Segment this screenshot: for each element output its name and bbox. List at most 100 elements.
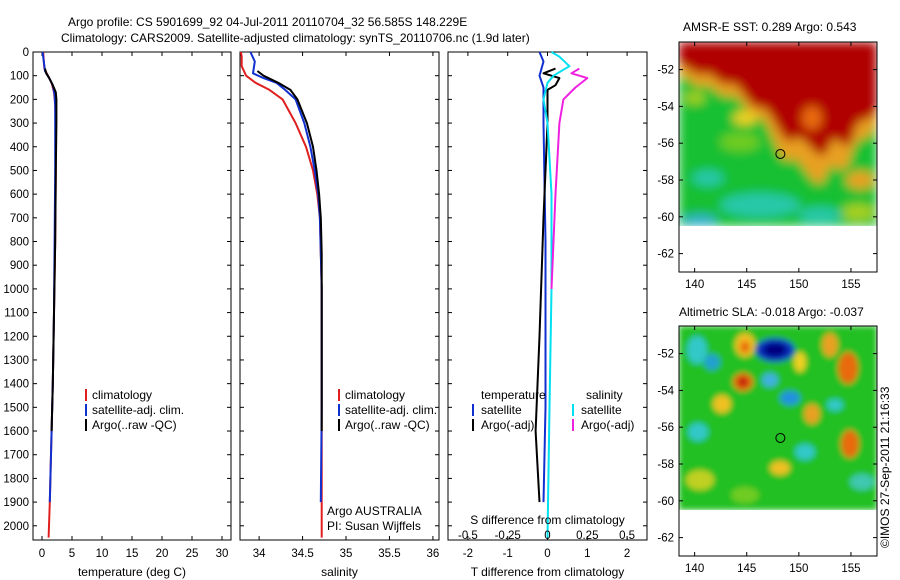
y-tick-label: 0 xyxy=(23,47,29,59)
x-tick-label: 25 xyxy=(186,548,199,560)
series-line-climatology xyxy=(239,51,323,538)
y-tick-label: 1300 xyxy=(3,355,29,367)
x-tick-label: 145 xyxy=(737,563,756,575)
legend-heading: salinity xyxy=(586,388,623,402)
y-tick-label: -54 xyxy=(657,385,674,397)
x-tick-label: 34.5 xyxy=(291,548,313,560)
legend-swatch xyxy=(338,419,340,431)
legend-swatch xyxy=(572,404,574,416)
legend-swatch xyxy=(472,404,474,416)
y-tick-label: 1200 xyxy=(3,331,29,343)
x-tick-label-secondary: -0.5 xyxy=(458,530,478,542)
sla-map-axes: 140 145 150 155 -52 -54 -56 -58 -60 -62 xyxy=(657,325,878,575)
figure-title-line1: Argo profile: CS 5901699_92 04-Jul-2011 … xyxy=(68,15,467,29)
x-tick-label-secondary: 0.5 xyxy=(619,530,635,542)
y-tick-label: 200 xyxy=(10,94,29,106)
y-tick-label: 2000 xyxy=(3,521,29,533)
x-tick-label: 15 xyxy=(126,548,139,560)
legend-swatch xyxy=(85,389,87,401)
legend-swatch xyxy=(338,404,340,416)
x-tick-label: 145 xyxy=(737,279,756,291)
argo-float-marker xyxy=(775,148,786,159)
sla-map-title: Altimetric SLA: -0.018 Argo: -0.037 xyxy=(679,305,864,319)
legend-label: Argo(..raw -QC) xyxy=(92,418,177,432)
y-tick-label: 700 xyxy=(10,213,29,225)
sla-map xyxy=(679,326,877,556)
legend-label: Argo(-adj) xyxy=(481,418,534,432)
y-tick-label: -62 xyxy=(657,533,674,545)
y-tick-label: -60 xyxy=(657,496,674,508)
series-line-satellite-adj-clim- xyxy=(41,51,57,503)
x-axis-label: salinity xyxy=(321,565,358,579)
legend-swatch xyxy=(572,419,574,431)
y-tick-label: -60 xyxy=(657,212,674,224)
x-tick-label: 35.5 xyxy=(378,548,400,560)
series-line-salinity-argo-adj- xyxy=(550,67,589,289)
series-line-temperature-argo-adj- xyxy=(534,67,561,503)
series-line-argo-raw-qc- xyxy=(44,68,58,432)
legend-label: Argo(-adj) xyxy=(581,418,634,432)
x-tick-label: 5 xyxy=(69,548,75,560)
sst-map-frame xyxy=(678,41,878,273)
legend-label: satellite xyxy=(581,403,622,417)
x-tick-label: 36 xyxy=(427,548,440,560)
legend-label: satellite-adj. clim. xyxy=(345,403,437,417)
sst-map xyxy=(679,42,877,272)
legend-label: Argo(..raw -QC) xyxy=(345,418,430,432)
x-tick-label: 34 xyxy=(253,548,266,560)
y-tick-label: -58 xyxy=(657,175,674,187)
x-tick-label-secondary: 0 xyxy=(544,530,550,542)
y-tick-label: -62 xyxy=(657,249,674,261)
legend-label: climatology xyxy=(345,388,405,402)
legend-label: satellite xyxy=(481,403,522,417)
salinity-profile-plot: 34 34.5 35 35.5 36 salinity climatologysatelli… xyxy=(239,51,440,579)
sst-map-title: AMSR-E SST: 0.289 Argo: 0.543 xyxy=(683,20,857,34)
x-tick-label: -2 xyxy=(463,548,473,560)
y-tick-label: 1400 xyxy=(3,379,29,391)
y-tick-label: 100 xyxy=(10,71,29,83)
x-tick-label: 140 xyxy=(685,279,704,291)
sst-map-axes: 140 145 150 155 -52 -54 -56 -58 -60 -62 xyxy=(657,41,878,291)
y-tick-label: 1800 xyxy=(3,473,29,485)
sst-heatmap-image xyxy=(679,42,877,226)
y-tick-label: 400 xyxy=(10,142,29,154)
x-tick-label: 10 xyxy=(96,548,109,560)
y-tick-label: -52 xyxy=(657,65,674,77)
temperature-plot-frame xyxy=(32,51,232,541)
y-tick-label: 800 xyxy=(10,237,29,249)
series-line-satellite-adj-clim- xyxy=(249,51,323,503)
legend-label: satellite-adj. clim. xyxy=(92,403,184,417)
x-tick-label: -1 xyxy=(503,548,513,560)
x-axis-label: temperature (deg C) xyxy=(78,565,186,579)
y-tick-label: 1900 xyxy=(3,497,29,509)
figure-title-line2: Climatology: CARS2009. Satellite-adjuste… xyxy=(61,31,530,45)
x-tick-label: 150 xyxy=(789,279,808,291)
argo-annotation: Argo AUSTRALIA xyxy=(327,504,422,518)
legend-heading: temperature xyxy=(481,388,546,402)
series-line-salinity-satellite xyxy=(542,51,571,538)
legend-swatch xyxy=(85,404,87,416)
x-tick-label: 1 xyxy=(584,548,590,560)
legend-label: climatology xyxy=(92,388,152,402)
difference-profile-plot: -2 -1 0 1 2 T difference from climatology temp… xyxy=(447,51,648,579)
y-tick-label: 1100 xyxy=(4,308,29,320)
x-tick-label: 0 xyxy=(39,548,45,560)
x-tick-label: 150 xyxy=(789,563,808,575)
x-tick-label: 140 xyxy=(685,563,704,575)
sla-heatmap-image xyxy=(679,326,877,510)
y-tick-label: 600 xyxy=(10,189,29,201)
x-axis-label-secondary: S difference from climatology xyxy=(470,513,625,527)
y-tick-label: -54 xyxy=(657,101,674,113)
x-tick-label-secondary: 0.25 xyxy=(576,530,598,542)
y-tick-label: 1700 xyxy=(3,450,29,462)
y-tick-label: 1000 xyxy=(3,284,29,296)
x-tick-label: 35 xyxy=(340,548,353,560)
y-tick-label: -56 xyxy=(657,138,674,150)
y-tick-label: 1500 xyxy=(3,402,29,414)
y-tick-label: -58 xyxy=(657,459,674,471)
x-tick-label: 30 xyxy=(216,548,229,560)
y-tick-label: -56 xyxy=(657,422,674,434)
imos-credit: ©IMOS 27-Sep-2011 21:16:33 xyxy=(878,386,892,548)
legend-swatch xyxy=(85,419,87,431)
